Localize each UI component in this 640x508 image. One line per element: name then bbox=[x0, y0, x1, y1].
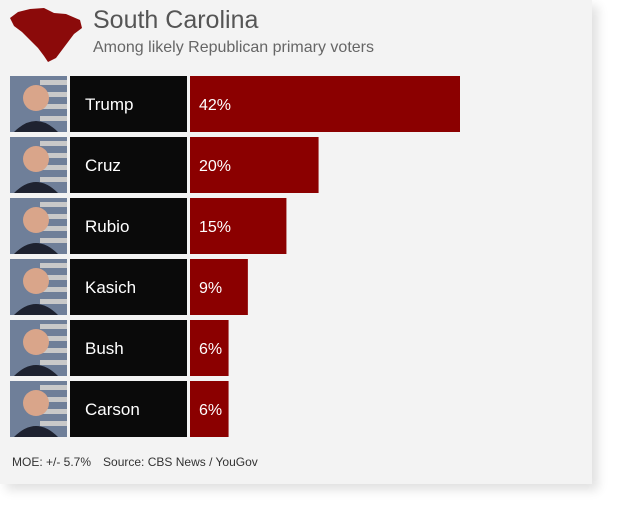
portrait-suit-carson bbox=[14, 426, 58, 437]
flag-stripe-bush bbox=[40, 324, 67, 329]
candidate-name-cruz: Cruz bbox=[85, 156, 121, 175]
name-box-trump bbox=[70, 76, 187, 132]
portrait-head-carson bbox=[23, 390, 49, 416]
flag-stripe-carson bbox=[40, 397, 67, 402]
flag-stripe-kasich bbox=[40, 299, 67, 304]
candidate-name-carson: Carson bbox=[85, 400, 140, 419]
value-label-kasich: 9% bbox=[199, 280, 222, 297]
value-label-carson: 6% bbox=[199, 402, 222, 419]
flag-stripe-kasich bbox=[40, 275, 67, 280]
candidate-name-kasich: Kasich bbox=[85, 278, 136, 297]
name-box-bush bbox=[70, 320, 187, 376]
portrait-head-bush bbox=[23, 329, 49, 355]
portrait-head-trump bbox=[23, 85, 49, 111]
name-box-carson bbox=[70, 381, 187, 437]
bar-trump bbox=[190, 76, 460, 132]
flag-stripe-trump bbox=[40, 116, 67, 121]
flag-stripe-trump bbox=[40, 92, 67, 97]
bar-cruz bbox=[190, 137, 319, 193]
bar-bush bbox=[190, 320, 229, 376]
name-box-rubio bbox=[70, 198, 187, 254]
candidate-name-trump: Trump bbox=[85, 95, 134, 114]
flag-stripe-cruz bbox=[40, 177, 67, 182]
flag-stripe-rubio bbox=[40, 214, 67, 219]
south-carolina-map-icon bbox=[10, 8, 82, 62]
portrait-head-rubio bbox=[23, 207, 49, 233]
flag-stripe-kasich bbox=[40, 263, 67, 268]
flag-stripe-bush bbox=[40, 348, 67, 353]
chart-subtitle: Among likely Republican primary voters bbox=[93, 39, 374, 56]
candidate-name-rubio: Rubio bbox=[85, 217, 129, 236]
bar-carson bbox=[190, 381, 229, 437]
value-label-cruz: 20% bbox=[199, 158, 231, 175]
chart-footer: MOE: +/- 5.7% Source: CBS News / YouGov bbox=[12, 455, 258, 469]
flag-stripe-cruz bbox=[40, 141, 67, 146]
flag-stripe-carson bbox=[40, 421, 67, 426]
flag-stripe-trump bbox=[40, 104, 67, 109]
name-box-kasich bbox=[70, 259, 187, 315]
flag-stripe-carson bbox=[40, 409, 67, 414]
portrait-suit-rubio bbox=[14, 243, 58, 254]
portrait-suit-trump bbox=[14, 121, 58, 132]
flag-stripe-rubio bbox=[40, 238, 67, 243]
flag-stripe-trump bbox=[40, 80, 67, 85]
candidate-name-bush: Bush bbox=[85, 339, 124, 358]
chart-title: South Carolina bbox=[93, 6, 259, 34]
moe-text: MOE: +/- 5.7% bbox=[12, 455, 92, 469]
flag-stripe-kasich bbox=[40, 287, 67, 292]
value-label-trump: 42% bbox=[199, 97, 231, 114]
portrait-head-cruz bbox=[23, 146, 49, 172]
flag-stripe-bush bbox=[40, 360, 67, 365]
value-label-bush: 6% bbox=[199, 341, 222, 358]
flag-stripe-rubio bbox=[40, 202, 67, 207]
name-box-cruz bbox=[70, 137, 187, 193]
portrait-suit-bush bbox=[14, 365, 58, 376]
source-text: Source: CBS News / YouGov bbox=[103, 455, 258, 469]
portrait-suit-kasich bbox=[14, 304, 58, 315]
south-carolina-shape bbox=[10, 8, 82, 62]
portrait-suit-cruz bbox=[14, 182, 58, 193]
flag-stripe-cruz bbox=[40, 165, 67, 170]
flag-stripe-carson bbox=[40, 385, 67, 390]
flag-stripe-cruz bbox=[40, 153, 67, 158]
bar-chart: Trump 42% Cruz 20% Rubio 15% Kasich 9% Bush 6% Car… bbox=[10, 76, 460, 437]
bar-kasich bbox=[190, 259, 248, 315]
value-label-rubio: 15% bbox=[199, 219, 231, 236]
chart-card: South Carolina Among likely Republican p… bbox=[0, 0, 592, 484]
bar-rubio bbox=[190, 198, 287, 254]
flag-stripe-rubio bbox=[40, 226, 67, 231]
portrait-head-kasich bbox=[23, 268, 49, 294]
flag-stripe-bush bbox=[40, 336, 67, 341]
